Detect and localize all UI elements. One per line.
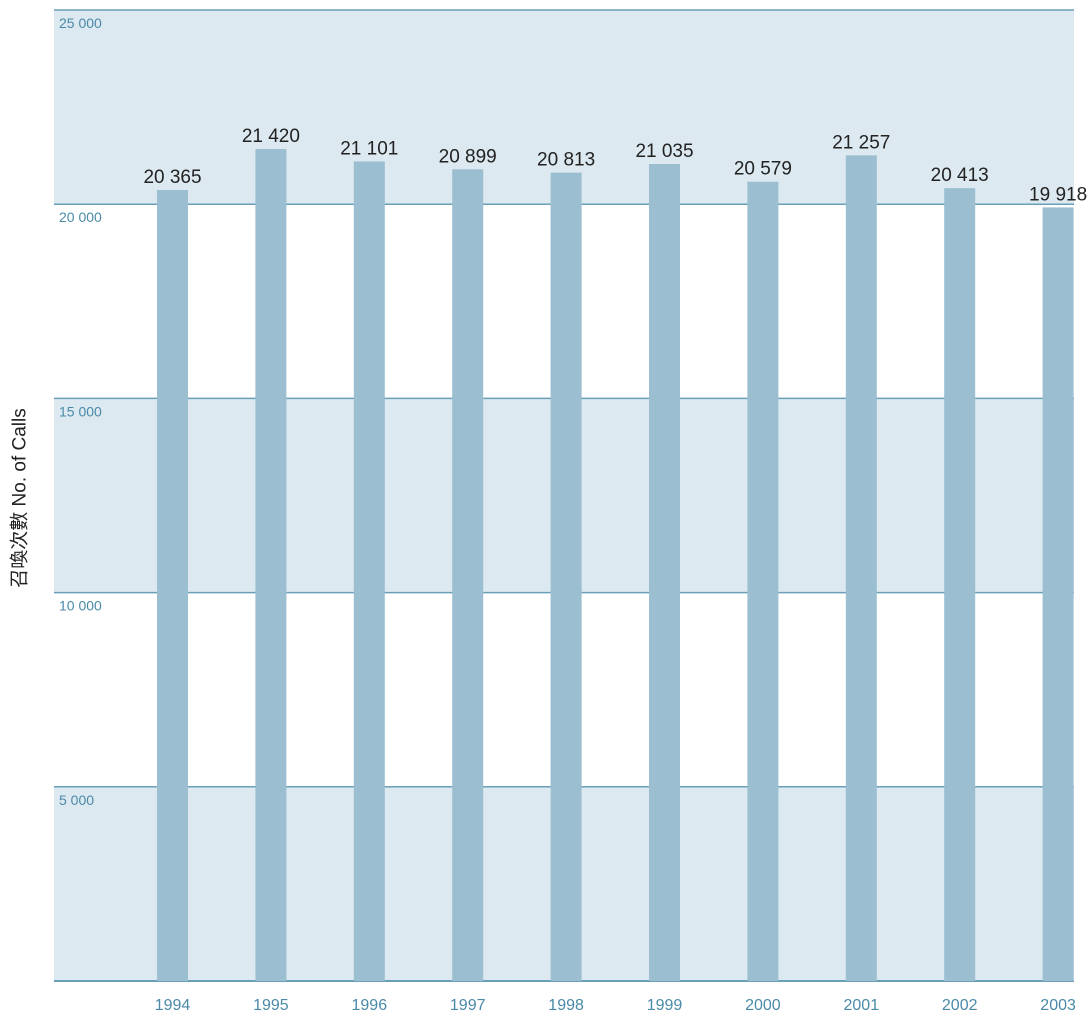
x-tick-label: 1996 bbox=[352, 997, 388, 1014]
bar bbox=[944, 188, 976, 982]
y-axis-label: 召喚次數 No. of Calls bbox=[9, 408, 31, 588]
value-label: 21 420 bbox=[242, 126, 300, 147]
bar bbox=[845, 155, 877, 981]
x-tick-label: 1994 bbox=[155, 997, 191, 1014]
x-tick-label: 1995 bbox=[253, 997, 289, 1014]
y-tick-label: 10 000 bbox=[59, 598, 102, 614]
x-tick-label: 2001 bbox=[844, 997, 880, 1014]
x-tick-label: 2002 bbox=[942, 997, 978, 1014]
value-label: 20 413 bbox=[931, 165, 989, 186]
value-label: 19 918 bbox=[1029, 184, 1087, 205]
value-label: 21 035 bbox=[635, 141, 693, 162]
bar bbox=[550, 172, 582, 982]
value-label: 21 101 bbox=[340, 138, 398, 159]
bars bbox=[157, 149, 1074, 982]
bar bbox=[353, 161, 385, 982]
background-band bbox=[54, 10, 1074, 205]
y-tick-label: 5 000 bbox=[59, 792, 94, 808]
bar bbox=[255, 149, 287, 982]
bar bbox=[157, 190, 188, 981]
bar bbox=[1042, 207, 1074, 981]
x-tick-label: 1999 bbox=[647, 997, 683, 1014]
value-labels: 20 365 21 420 21 101 20 899 20 813 21 035 20 5… bbox=[143, 126, 1087, 205]
x-tick-label: 1998 bbox=[548, 997, 584, 1014]
x-tick-labels: 1994 1995 1996 1997 1998 1999 2000 2001 2002 2003 bbox=[155, 997, 1076, 1014]
bar bbox=[747, 181, 779, 981]
x-tick-label: 2003 bbox=[1040, 997, 1076, 1014]
value-label: 20 813 bbox=[537, 150, 595, 171]
x-tick-label: 1997 bbox=[450, 997, 486, 1014]
bar bbox=[649, 164, 680, 981]
value-label: 20 579 bbox=[734, 159, 792, 180]
y-tick-labels: 5 000 10 000 15 000 20 000 25 000 bbox=[59, 15, 102, 808]
bar bbox=[452, 169, 484, 981]
value-label: 21 257 bbox=[832, 132, 890, 153]
value-label: 20 365 bbox=[143, 167, 201, 188]
y-tick-label: 25 000 bbox=[59, 15, 102, 31]
x-tick-label: 2000 bbox=[745, 997, 781, 1014]
y-tick-label: 20 000 bbox=[59, 209, 102, 225]
value-label: 20 899 bbox=[439, 146, 497, 167]
y-tick-label: 15 000 bbox=[59, 403, 102, 419]
